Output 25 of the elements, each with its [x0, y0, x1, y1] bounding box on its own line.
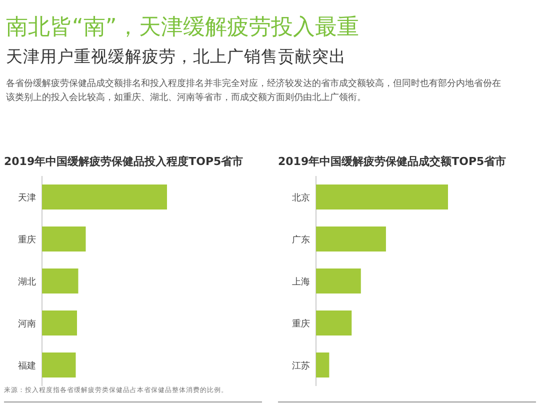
- bar: [316, 352, 330, 378]
- y-tick-label: 福建: [18, 360, 36, 372]
- y-tick-label: 重庆: [18, 234, 36, 246]
- y-tick-label: 湖北: [18, 276, 36, 288]
- bar: [42, 226, 86, 252]
- y-tick-label: 北京: [292, 192, 310, 204]
- text: 天津用户重视缓解疲劳，北上广销售贡献突出: [6, 47, 346, 66]
- bar: [42, 310, 77, 336]
- chart-title: 2019年中国缓解疲劳保健品投入程度TOP5省市: [4, 155, 244, 168]
- bar: [42, 184, 167, 210]
- text: 各省份缓解疲劳保健品成交额排名和投入程度排名并非完全对应，经济较发达的省市成交额较高，但同时也有部分内地省份在该类别上的投入会比较高，如重庆、湖北、河南等省市，而成交额方面则仍由北上广领衔。: [6, 78, 501, 103]
- bar: [316, 268, 361, 294]
- y-tick-label: 江苏: [292, 360, 310, 372]
- bar: [316, 226, 386, 252]
- bar: [42, 352, 76, 378]
- bar: [316, 310, 352, 336]
- chart-title: 2019年中国缓解疲劳保健品成交额TOP5省市: [278, 155, 506, 168]
- text: 南北皆“南”，天津缓解疲劳投入最重: [6, 15, 359, 40]
- y-tick-label: 重庆: [292, 318, 310, 330]
- bar: [42, 268, 78, 294]
- y-tick-label: 上海: [292, 276, 310, 288]
- y-tick-label: 河南: [18, 318, 36, 330]
- bar: [316, 184, 448, 210]
- y-tick-label: 天津: [18, 192, 36, 204]
- y-tick-label: 广东: [292, 234, 310, 246]
